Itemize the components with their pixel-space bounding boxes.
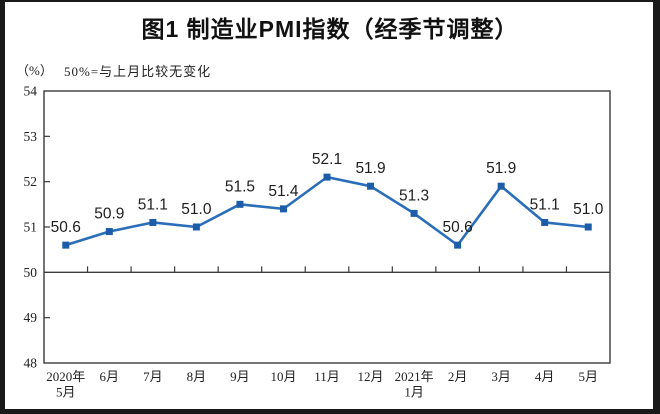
data-point-label: 51.4 bbox=[268, 183, 299, 200]
data-point-marker bbox=[62, 241, 70, 249]
y-axis-unit-label: （%） bbox=[16, 63, 53, 78]
data-point-label: 51.0 bbox=[181, 201, 212, 218]
x-axis-label: 2020年 bbox=[46, 369, 85, 384]
x-axis-label: 12月 bbox=[358, 369, 384, 384]
data-point-label: 51.9 bbox=[486, 160, 516, 177]
data-point-marker bbox=[584, 223, 592, 231]
data-point-label: 51.0 bbox=[573, 201, 604, 218]
x-axis-label: 7月 bbox=[143, 369, 163, 384]
frame-border-bottom bbox=[0, 409, 660, 414]
data-point-label: 51.1 bbox=[138, 196, 168, 213]
data-point-label: 50.9 bbox=[94, 206, 124, 223]
x-axis-label: 3月 bbox=[491, 369, 511, 384]
y-axis-tick-label: 50 bbox=[24, 265, 38, 280]
x-axis-label: 4月 bbox=[535, 369, 555, 384]
x-axis-label: 5月 bbox=[578, 369, 598, 384]
x-axis-label: 10月 bbox=[270, 369, 296, 384]
data-point-label: 52.1 bbox=[312, 151, 342, 168]
data-point-marker bbox=[367, 182, 375, 190]
baseline-note: 50%=与上月比较无变化 bbox=[64, 64, 212, 79]
chart-title: 图1 制造业PMI指数（经季节调整） bbox=[141, 16, 519, 42]
x-axis-label: 1月 bbox=[404, 385, 424, 400]
data-point-marker bbox=[149, 218, 157, 226]
y-axis-tick-label: 54 bbox=[24, 84, 38, 99]
data-point-marker bbox=[454, 241, 462, 249]
data-point-marker bbox=[236, 200, 244, 208]
data-point-marker bbox=[192, 223, 200, 231]
data-point-label: 51.9 bbox=[355, 160, 385, 177]
frame-border-left bbox=[0, 0, 5, 414]
data-point-label: 50.6 bbox=[51, 219, 81, 236]
data-point-marker bbox=[105, 228, 113, 236]
frame-border-top bbox=[0, 0, 660, 2]
y-axis-tick-label: 51 bbox=[24, 220, 38, 235]
x-axis-label: 8月 bbox=[187, 369, 207, 384]
x-axis-label: 11月 bbox=[314, 369, 340, 384]
data-point-marker bbox=[323, 173, 331, 181]
x-axis-label: 9月 bbox=[230, 369, 250, 384]
y-axis-tick-label: 48 bbox=[24, 356, 38, 371]
y-axis-tick-label: 52 bbox=[24, 174, 38, 189]
data-point-marker bbox=[497, 182, 505, 190]
data-point-marker bbox=[541, 218, 549, 226]
x-axis-label: 2月 bbox=[448, 369, 468, 384]
data-point-label: 51.3 bbox=[399, 187, 429, 204]
x-axis-label: 5月 bbox=[56, 385, 76, 400]
data-point-label: 50.6 bbox=[443, 219, 473, 236]
x-axis-label: 2021年 bbox=[395, 369, 434, 384]
x-axis-label: 6月 bbox=[100, 369, 120, 384]
data-point-label: 51.5 bbox=[225, 178, 255, 195]
y-axis-tick-label: 49 bbox=[24, 310, 38, 325]
y-axis-tick-label: 53 bbox=[24, 129, 38, 144]
data-point-marker bbox=[410, 209, 418, 217]
data-point-marker bbox=[279, 205, 287, 213]
data-point-label: 51.1 bbox=[530, 196, 560, 213]
frame-border-right bbox=[653, 0, 660, 414]
